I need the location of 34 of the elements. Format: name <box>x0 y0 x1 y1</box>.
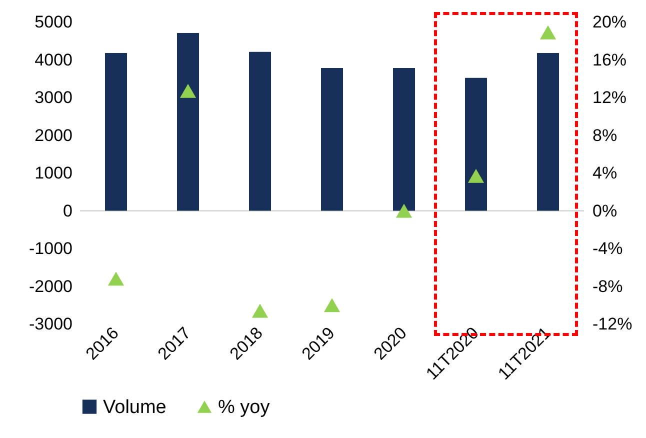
y2-tick-label: -8% <box>592 276 623 296</box>
y-tick-label: 3000 <box>34 88 72 107</box>
y-tick-label: 2000 <box>34 126 72 145</box>
point <box>108 272 124 286</box>
y2-tick-label: 8% <box>592 126 618 145</box>
bar <box>393 68 415 211</box>
y2-tick-label: 4% <box>592 164 618 182</box>
y2-tick-label: 16% <box>592 50 627 70</box>
y-tick-label: -3000 <box>29 314 72 334</box>
point <box>396 204 412 218</box>
y-tick-label: -2000 <box>29 276 72 296</box>
y2-tick-label: 0% <box>592 201 618 220</box>
bar <box>249 52 271 211</box>
y2-tick-label: 12% <box>592 88 627 107</box>
point <box>540 25 556 40</box>
y-tick-label: 0 <box>63 201 72 220</box>
legend-label: % yoy <box>218 396 270 418</box>
y-tick-label: -1000 <box>29 239 72 258</box>
point <box>180 84 196 98</box>
y2-tick-label: 20% <box>592 12 627 32</box>
y2-tick-label: -12% <box>592 314 632 334</box>
legend-label: Volume <box>103 396 166 418</box>
bar <box>537 52 559 211</box>
point <box>252 304 268 318</box>
bar <box>105 52 127 211</box>
y2-tick-label: -4% <box>592 239 623 258</box>
y-tick-label: 1000 <box>34 164 72 182</box>
point <box>324 298 340 312</box>
bar <box>177 32 199 211</box>
y-tick-label: 5000 <box>34 12 72 32</box>
point <box>468 168 484 183</box>
bar <box>321 68 343 211</box>
y-tick-label: 4000 <box>34 50 72 70</box>
bar <box>465 78 487 211</box>
